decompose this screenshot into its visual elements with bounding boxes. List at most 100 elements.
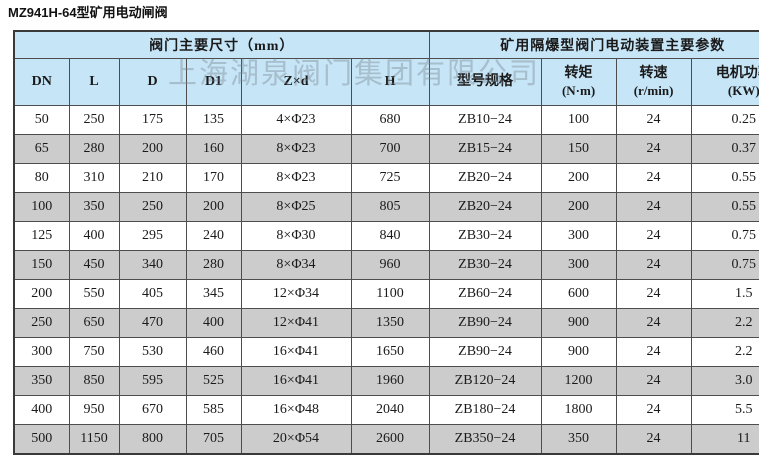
cell-dn: 100 [13, 192, 70, 222]
cell-d: 200 [118, 134, 187, 164]
table-row: 100 350 250 200 8×Φ25 805 ZB20−24 200 24 0.55 [13, 192, 759, 222]
cell-spd: 24 [615, 279, 692, 309]
cell-h: 1650 [350, 337, 430, 367]
cell-l: 450 [68, 250, 120, 280]
cell-h: 700 [350, 134, 430, 164]
cell-pwr: 5.5 [690, 395, 759, 425]
cell-trq: 1200 [540, 366, 617, 396]
cell-d1: 240 [185, 221, 242, 251]
cell-dn: 350 [13, 366, 70, 396]
column-header-torque-label: 转矩 [564, 66, 593, 82]
cell-h: 1350 [350, 308, 430, 338]
cell-pwr: 1.5 [690, 279, 759, 309]
cell-mod: ZB20−24 [428, 163, 542, 193]
cell-d: 470 [118, 308, 187, 338]
cell-d1: 135 [185, 105, 242, 135]
column-header-torque: 转矩 (N·m) [540, 58, 617, 106]
cell-d: 295 [118, 221, 187, 251]
cell-h: 1100 [350, 279, 430, 309]
cell-trq: 300 [540, 221, 617, 251]
cell-mod: ZB120−24 [428, 366, 542, 396]
table-row: 200 550 405 345 12×Φ34 1100 ZB60−24 600 24 1.5 [13, 279, 759, 309]
cell-mod: ZB350−24 [428, 424, 542, 455]
cell-pwr: 0.55 [690, 192, 759, 222]
cell-d: 595 [118, 366, 187, 396]
cell-l: 550 [68, 279, 120, 309]
cell-spd: 24 [615, 395, 692, 425]
column-header-power-label: 电机功率 [715, 66, 759, 82]
cell-spd: 24 [615, 192, 692, 222]
cell-mod: ZB30−24 [428, 250, 542, 280]
column-header-torque-unit: (N·m) [561, 82, 596, 98]
cell-dn: 250 [13, 308, 70, 338]
cell-trq: 350 [540, 424, 617, 455]
cell-pwr: 0.75 [690, 250, 759, 280]
cell-l: 750 [68, 337, 120, 367]
cell-mod: ZB20−24 [428, 192, 542, 222]
group-header-actuator: 矿用隔爆型阀门电动装置主要参数 [428, 30, 759, 59]
cell-spd: 24 [615, 366, 692, 396]
cell-mod: ZB90−24 [428, 308, 542, 338]
cell-zxd: 16×Φ41 [240, 366, 352, 396]
cell-trq: 200 [540, 163, 617, 193]
cell-pwr: 2.2 [690, 308, 759, 338]
cell-mod: ZB90−24 [428, 337, 542, 367]
cell-pwr: 0.75 [690, 221, 759, 251]
table-row: 65 280 200 160 8×Φ23 700 ZB15−24 150 24 0.37 [13, 134, 759, 164]
cell-pwr: 3.0 [690, 366, 759, 396]
cell-d1: 585 [185, 395, 242, 425]
cell-d: 340 [118, 250, 187, 280]
cell-l: 310 [68, 163, 120, 193]
cell-trq: 600 [540, 279, 617, 309]
table-row: 250 650 470 400 12×Φ41 1350 ZB90−24 900 24 2.2 [13, 308, 759, 338]
cell-zxd: 8×Φ23 [240, 163, 352, 193]
cell-d: 175 [118, 105, 187, 135]
cell-d1: 200 [185, 192, 242, 222]
cell-zxd: 20×Φ54 [240, 424, 352, 455]
cell-h: 960 [350, 250, 430, 280]
cell-h: 840 [350, 221, 430, 251]
column-header-speed-label: 转速 [639, 66, 668, 82]
cell-h: 725 [350, 163, 430, 193]
cell-spd: 24 [615, 250, 692, 280]
cell-d1: 170 [185, 163, 242, 193]
cell-d1: 345 [185, 279, 242, 309]
cell-trq: 900 [540, 337, 617, 367]
cell-dn: 200 [13, 279, 70, 309]
cell-pwr: 2.2 [690, 337, 759, 367]
cell-spd: 24 [615, 134, 692, 164]
cell-spd: 24 [615, 308, 692, 338]
cell-zxd: 16×Φ48 [240, 395, 352, 425]
cell-l: 850 [68, 366, 120, 396]
table-row: 50 250 175 135 4×Φ23 680 ZB10−24 100 24 0.25 [13, 105, 759, 135]
column-header-d1: D1 [185, 58, 242, 106]
cell-dn: 150 [13, 250, 70, 280]
cell-mod: ZB60−24 [428, 279, 542, 309]
column-header-l: L [68, 58, 120, 106]
cell-dn: 400 [13, 395, 70, 425]
column-header-zxd: Z×d [240, 58, 352, 106]
cell-mod: ZB180−24 [428, 395, 542, 425]
cell-d1: 400 [185, 308, 242, 338]
table-row: 400 950 670 585 16×Φ48 2040 ZB180−24 1800 24 5.5 [13, 395, 759, 425]
cell-dn: 500 [13, 424, 70, 455]
spec-table-container: 阀门主要尺寸（mm） 矿用隔爆型阀门电动装置主要参数 DN L D D1 Z×d… [13, 30, 759, 455]
cell-l: 950 [68, 395, 120, 425]
cell-zxd: 16×Φ41 [240, 337, 352, 367]
cell-h: 2040 [350, 395, 430, 425]
cell-zxd: 8×Φ34 [240, 250, 352, 280]
cell-trq: 900 [540, 308, 617, 338]
cell-d1: 525 [185, 366, 242, 396]
cell-spd: 24 [615, 105, 692, 135]
column-header-power-unit: (KW) [727, 82, 759, 98]
table-row: 80 310 210 170 8×Φ23 725 ZB20−24 200 24 0.55 [13, 163, 759, 193]
page-title: MZ941H-64型矿用电动闸阀 [8, 5, 168, 20]
cell-spd: 24 [615, 221, 692, 251]
table-row: 500 1150 800 705 20×Φ54 2600 ZB350−24 350 24 11 [13, 424, 759, 455]
cell-dn: 50 [13, 105, 70, 135]
cell-d1: 280 [185, 250, 242, 280]
cell-trq: 300 [540, 250, 617, 280]
cell-l: 350 [68, 192, 120, 222]
cell-h: 2600 [350, 424, 430, 455]
cell-d: 210 [118, 163, 187, 193]
